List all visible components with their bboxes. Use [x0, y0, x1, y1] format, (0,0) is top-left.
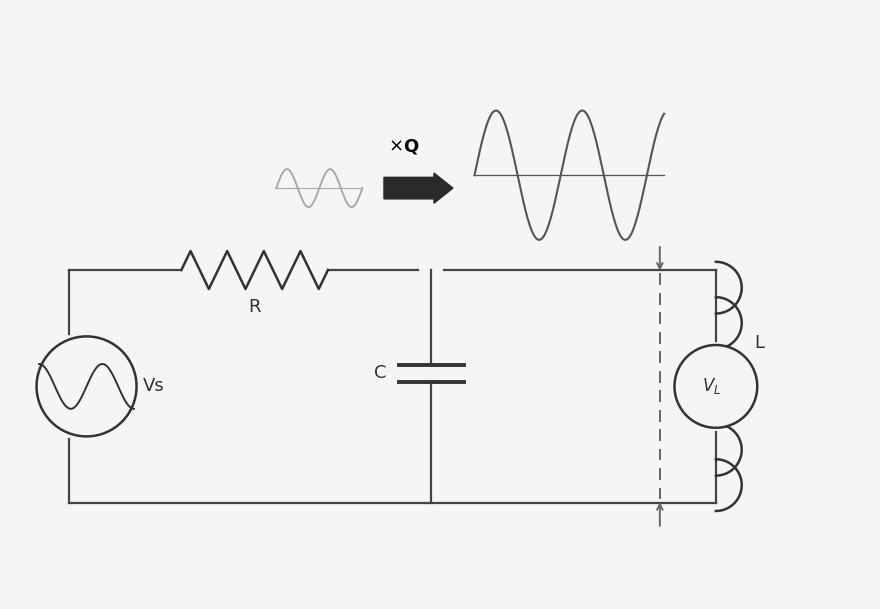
Text: Q: Q — [403, 138, 418, 155]
Circle shape — [674, 345, 757, 428]
Text: $V_L$: $V_L$ — [702, 376, 721, 396]
Text: L: L — [755, 334, 765, 352]
Circle shape — [37, 336, 136, 437]
Text: ×: × — [388, 138, 403, 155]
Text: R: R — [248, 298, 260, 315]
Text: Vs: Vs — [143, 378, 165, 395]
Text: C: C — [374, 364, 386, 382]
FancyArrow shape — [384, 173, 453, 203]
